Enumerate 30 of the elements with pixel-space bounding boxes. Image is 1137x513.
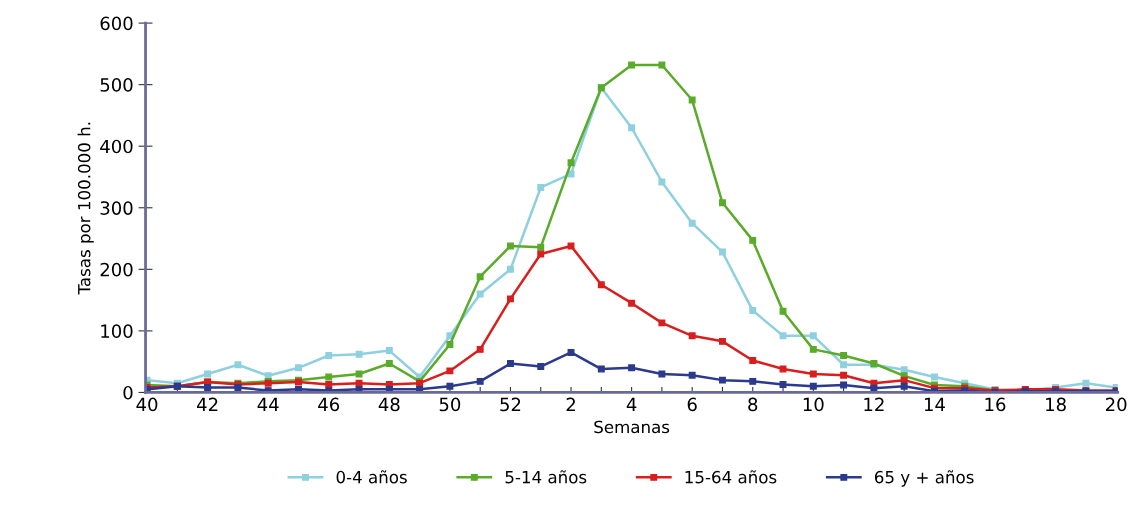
- x-tick-label: 14: [924, 397, 945, 412]
- legend-label: 0-4 años: [336, 470, 407, 484]
- x-tick-label: 16: [985, 397, 1006, 412]
- x-tick-label: 2: [566, 397, 575, 412]
- x-tick-label: 8: [748, 397, 758, 412]
- y-tick-label: 600: [100, 16, 133, 31]
- y-axis-title: Tasas por 100.000 h.: [77, 122, 94, 295]
- x-tick-label: 40: [136, 397, 158, 412]
- x-axis-title: Semanas: [594, 420, 670, 434]
- y-tick-label: 300: [100, 201, 133, 215]
- y-tick-label: 400: [100, 139, 133, 154]
- x-tick-label: 48: [378, 397, 400, 412]
- y-tick-label: 100: [101, 324, 133, 338]
- legend-label: 5-14 años: [505, 470, 587, 484]
- x-tick-label: 52: [500, 397, 521, 412]
- x-tick-label: 42: [197, 397, 218, 412]
- y-tick-label: 200: [100, 262, 133, 277]
- x-tick-label: 10: [803, 397, 824, 412]
- legend-label: 15-64 años: [685, 470, 777, 484]
- x-tick-label: 20: [1105, 397, 1127, 412]
- x-tick-label: 18: [1046, 397, 1066, 412]
- x-tick-label: 50: [439, 397, 461, 412]
- y-tick-label: 500: [100, 78, 133, 92]
- x-tick-label: 4: [626, 397, 637, 412]
- x-tick-label: 44: [257, 397, 279, 412]
- legend-label: 65 y + años: [874, 470, 974, 487]
- y-tick-label: 0: [123, 385, 133, 400]
- x-tick-label: 12: [864, 397, 884, 412]
- x-tick-label: 46: [318, 397, 340, 412]
- x-tick-label: 6: [687, 397, 697, 412]
